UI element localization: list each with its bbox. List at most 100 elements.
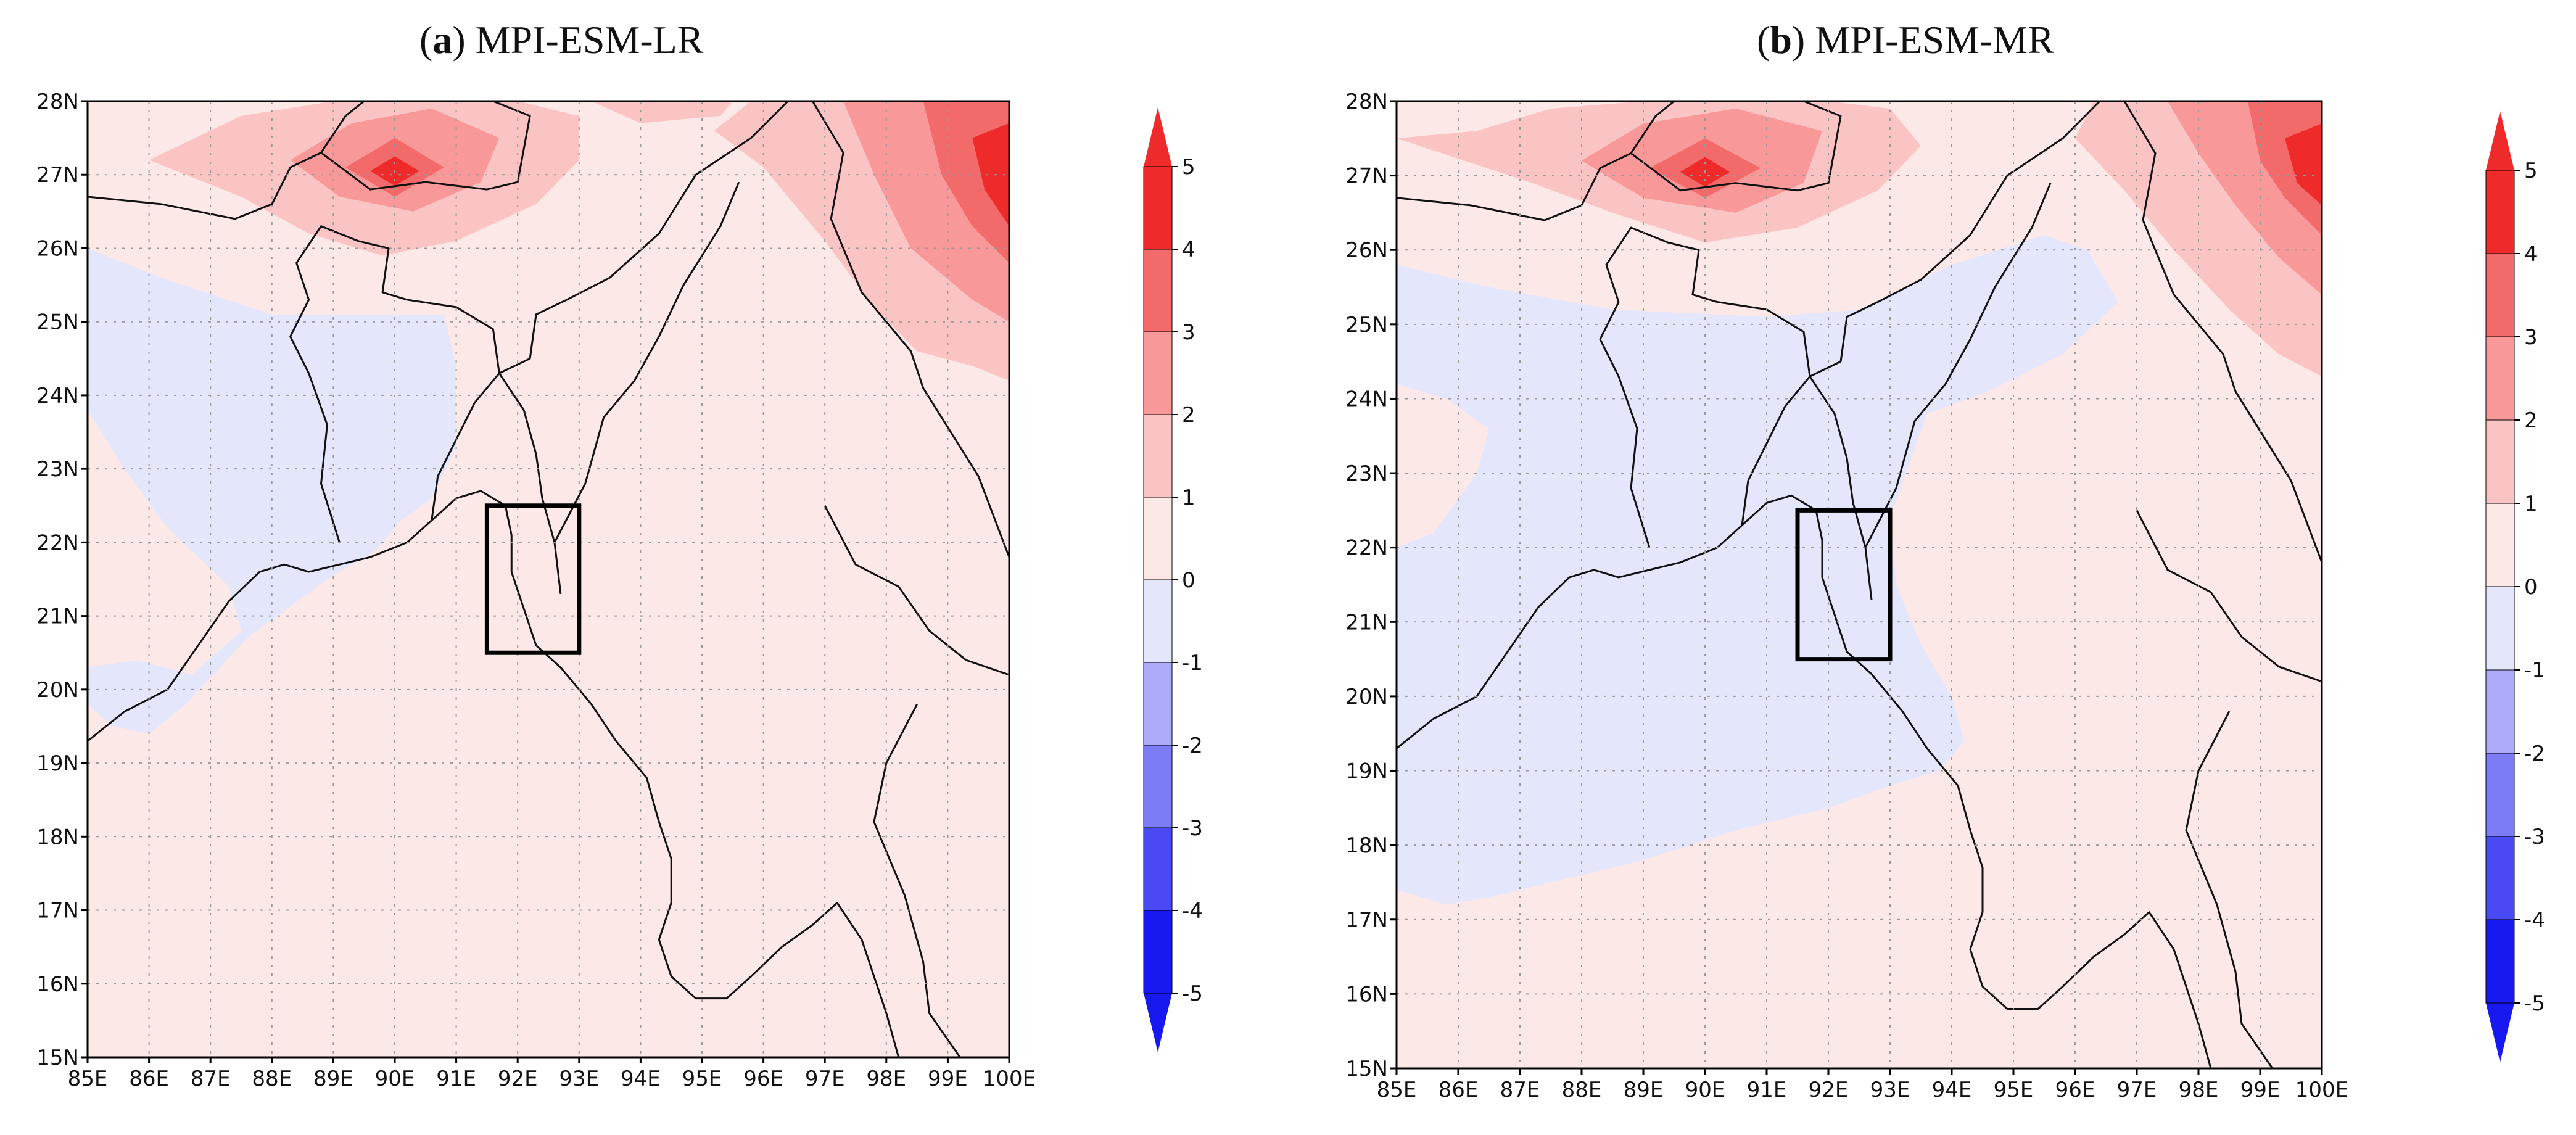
lat-tick-label: 22N [1345, 536, 1388, 561]
lat-tick-label: 23N [1345, 461, 1388, 486]
colorbar-segment [2485, 753, 2515, 837]
panel-a: (a) MPI-ESM-LR 85E 86E 87E 88E 89E 90E 91E 92E 9… [36, 18, 1203, 1091]
colorbar-segment [2485, 586, 2515, 671]
coastline [1397, 494, 2212, 1068]
coastline [873, 703, 961, 1057]
lat-tick-label: 16N [36, 972, 79, 997]
coastline [88, 490, 900, 1057]
lon-tick-label: 87E [1500, 1078, 1540, 1102]
colorbar-segment [1143, 497, 1173, 580]
coastline [1809, 101, 2101, 378]
coastline [2123, 101, 2322, 563]
lat-tick-label: 19N [36, 751, 79, 776]
lat-tick-label: 21N [1345, 610, 1388, 635]
colorbar: 5 4 3 2 1 0 -1 -2 -3 -4 -5 [1143, 107, 1203, 1052]
map-frame [86, 100, 1010, 1059]
coastline [1630, 101, 1675, 154]
lon-tick-label: 89E [313, 1067, 353, 1091]
colorbar-segment [2485, 503, 2515, 587]
colorbar-top-arrow [1144, 107, 1172, 167]
colorbar-tick-label: -3 [1182, 816, 1203, 841]
lon-tick-label: 95E [682, 1067, 722, 1091]
lat-tick-label: 16N [1345, 982, 1388, 1007]
panel-b-label: b [1770, 18, 1792, 62]
lon-tick-label: 90E [375, 1067, 415, 1091]
lon-tick-label: 87E [191, 1067, 231, 1091]
colorbar-tick-label: 5 [1182, 155, 1195, 180]
lon-tick-label: 85E [68, 1067, 108, 1091]
colorbar-segment [1143, 331, 1173, 415]
lon-tick-label: 93E [559, 1067, 599, 1091]
coastline [553, 181, 740, 543]
colorbar-segment [1143, 827, 1173, 911]
lon-tick-label: 94E [1932, 1078, 1972, 1102]
colorbar-segment [2485, 336, 2515, 421]
colorbar-tick-label: 4 [1182, 237, 1195, 262]
coastlines [88, 101, 1009, 1057]
contour-region-pos5 [972, 123, 1009, 226]
lat-tick-label: 24N [1345, 387, 1388, 411]
lat-tick-label: 25N [1345, 313, 1388, 337]
lon-tick-label: 98E [2179, 1078, 2219, 1102]
lat-tick-label: 27N [1345, 164, 1388, 189]
coastline [320, 101, 365, 154]
colorbar-segment [2485, 836, 2515, 920]
coastlines [1397, 101, 2322, 1068]
colorbar-segment [2485, 669, 2515, 754]
lon-tick-label: 85E [1377, 1078, 1417, 1102]
lat-tick-label: 27N [36, 163, 79, 188]
colorbar-tick-label: -2 [1182, 733, 1203, 758]
coastline [2185, 711, 2274, 1068]
colorbar-segment [1143, 745, 1173, 828]
map-a: 85E 86E 87E 88E 89E 90E 91E 92E 93E 94E 95E 96E 97E 9… [36, 89, 1203, 1091]
lon-tick-label: 100E [2295, 1078, 2348, 1102]
contour-region-pos2 [591, 101, 733, 123]
coastline [498, 373, 562, 595]
lon-tick-label: 89E [1624, 1078, 1664, 1102]
lon-tick-label: 86E [1439, 1078, 1479, 1102]
panel-a-label: a [432, 18, 453, 62]
lon-tick-label: 93E [1870, 1078, 1910, 1102]
lon-tick-label: 88E [1562, 1078, 1602, 1102]
gridlines [88, 101, 1009, 1057]
panel-a-title: (a) MPI-ESM-LR [419, 18, 704, 62]
colorbar-tick-label: 0 [1182, 568, 1195, 593]
colorbar-segment [1143, 166, 1173, 250]
lon-tick-label: 86E [129, 1067, 169, 1091]
colorbar-tick-label: 1 [1182, 485, 1195, 510]
colorbar-tick-label: -1 [1182, 651, 1203, 675]
panel-b-title: (b) MPI-ESM-MR [1757, 18, 2054, 62]
colorbar-tick-label: -5 [2524, 991, 2545, 1016]
colorbar-bottom-arrow [1144, 993, 1172, 1052]
lat-tick-label: 20N [1345, 685, 1388, 709]
coastline [811, 101, 1009, 558]
colorbar-segment [1143, 249, 1173, 332]
contour-fill [1397, 101, 2322, 905]
map-frame [1395, 100, 2323, 1070]
lat-tick-label: 15N [1345, 1057, 1388, 1081]
lon-tick-label: 97E [805, 1067, 845, 1091]
colorbar-segment [1143, 579, 1173, 663]
lat-tick-label: 22N [36, 530, 79, 555]
colorbar-segment [2485, 419, 2515, 504]
colorbar-tick-label: 0 [2524, 575, 2538, 600]
gridlines [1397, 101, 2322, 1068]
colorbar-tick-label: -2 [2524, 741, 2545, 766]
lon-tick-label: 99E [928, 1067, 968, 1091]
coastline [1809, 376, 1873, 600]
lon-tick-label: 96E [743, 1067, 783, 1091]
lon-tick-label: 92E [498, 1067, 538, 1091]
lon-tick-label: 97E [2117, 1078, 2157, 1102]
colorbar-tick-label: -4 [2524, 908, 2545, 933]
colorbar-segment [2485, 253, 2515, 337]
coastline [1397, 101, 1842, 221]
lat-tick-label: 28N [1345, 89, 1388, 114]
coastline [88, 101, 531, 220]
colorbar: 5 4 3 2 1 0 -1 -2 -3 -4 -5 [2485, 111, 2545, 1062]
lat-tick-label: 19N [1345, 759, 1388, 784]
lat-tick-label: 15N [36, 1046, 79, 1070]
colorbar-tick-label: 1 [2524, 492, 2538, 516]
colorbar-segment [1143, 414, 1173, 498]
lat-tick-label: 20N [36, 678, 79, 703]
lat-tick-label: 28N [36, 89, 79, 114]
